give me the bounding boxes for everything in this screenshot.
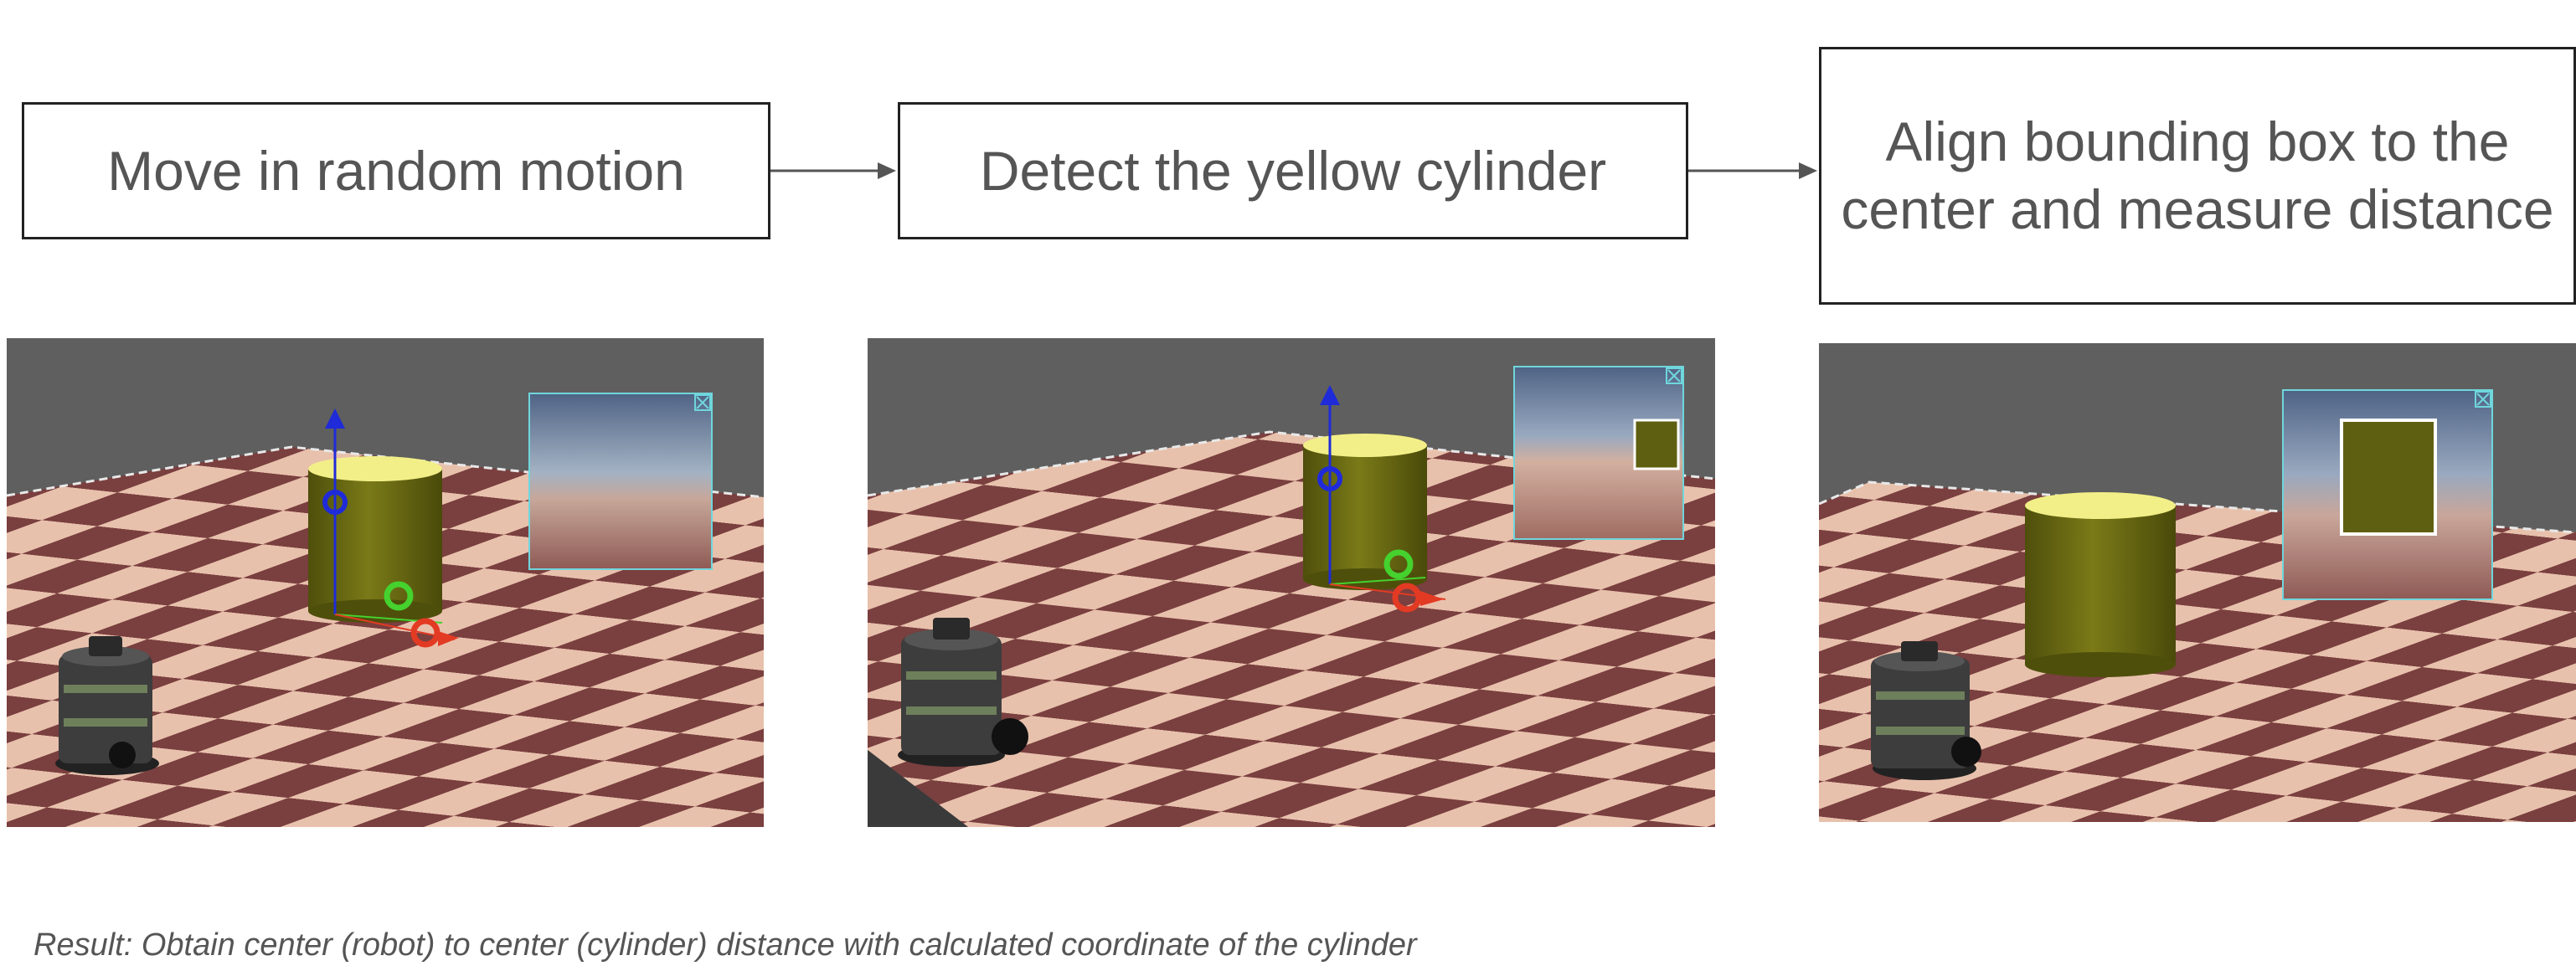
close-icon: [2475, 391, 2491, 408]
robot: [55, 636, 159, 775]
camera-view: [528, 393, 713, 570]
step-box-align: Align bounding box to the center and mea…: [1819, 47, 2576, 305]
step-label-align: Align bounding box to the center and mea…: [1841, 110, 2554, 240]
camera-view: [1513, 366, 1684, 540]
close-icon: [694, 394, 711, 411]
floor: [868, 432, 1715, 827]
step-label-move: Move in random motion: [107, 139, 685, 202]
result-caption: Result: Obtain center (robot) to center …: [33, 927, 1417, 963]
yellow-cylinder: [1303, 434, 1427, 590]
wall-edge: [868, 430, 1715, 497]
bounding-box: [2340, 419, 2437, 536]
floor-edge: [868, 750, 968, 827]
yellow-cylinder: [308, 456, 442, 623]
transform-gizmo: [1317, 385, 1446, 613]
yellow-cylinder: [2025, 492, 2176, 677]
scene-random-motion: [7, 338, 764, 827]
arrow-2: [1688, 162, 1817, 179]
step-box-detect: Detect the yellow cylinder: [898, 102, 1688, 239]
bounding-box: [1633, 419, 1680, 470]
transform-gizmo: [322, 408, 459, 648]
scene-bounding-box-centered: [1819, 343, 2576, 822]
camera-view: [2282, 389, 2493, 600]
robot: [898, 618, 1028, 767]
step-label-detect: Detect the yellow cylinder: [979, 139, 1607, 202]
arrow-1: [770, 162, 896, 179]
robot: [1871, 641, 1981, 780]
close-icon: [1666, 367, 1682, 384]
step-box-move: Move in random motion: [22, 102, 770, 239]
scene-cylinder-detected: [868, 338, 1715, 827]
